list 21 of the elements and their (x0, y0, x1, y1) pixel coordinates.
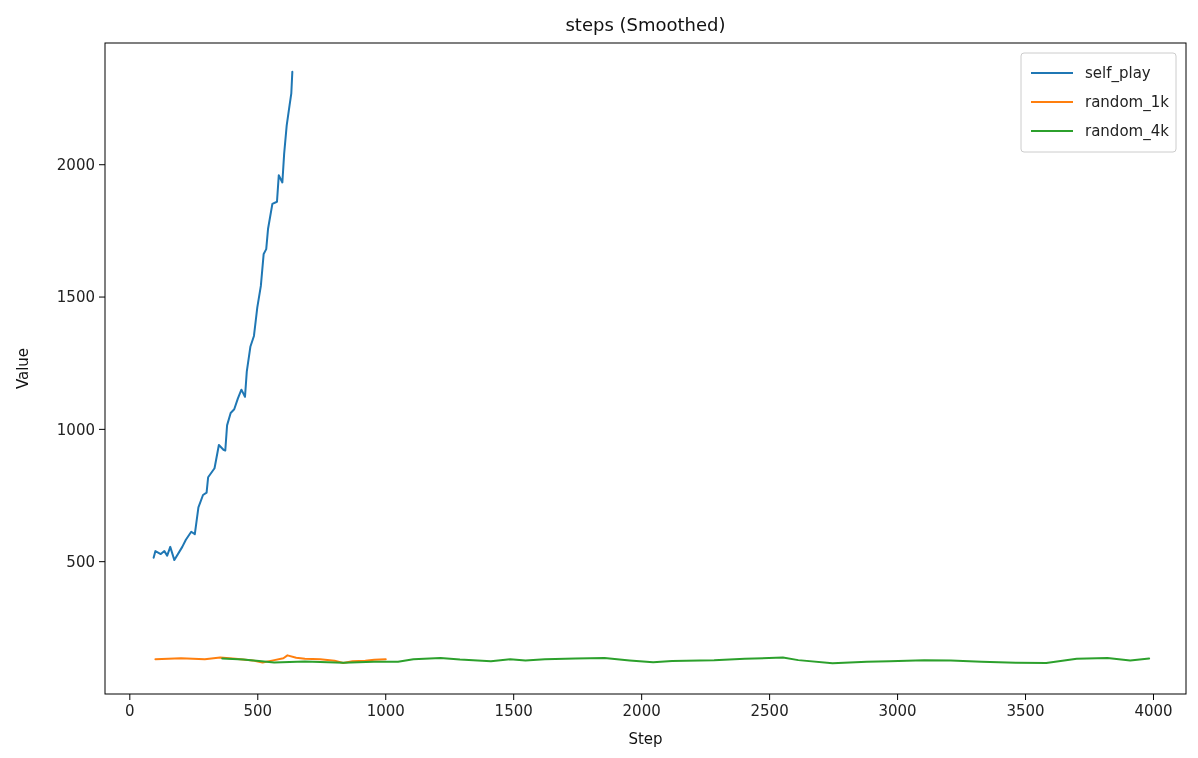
x-tick-label: 0 (125, 702, 135, 720)
x-tick-label: 3500 (1006, 702, 1045, 720)
legend-label: self_play (1085, 64, 1151, 84)
y-tick-label: 1500 (56, 288, 95, 307)
chart-title: steps (Smoothed) (565, 14, 726, 35)
x-tick-label: 4000 (1134, 702, 1173, 720)
legend-label: random_4k (1085, 122, 1170, 142)
x-tick-label: 500 (243, 702, 273, 720)
x-tick-label: 2500 (750, 702, 789, 720)
line-series (154, 654, 387, 665)
y-tick-label: 1000 (56, 420, 95, 439)
y-tick-label: 500 (66, 552, 95, 571)
y-tick-label: 2000 (56, 155, 95, 174)
legend-label: random_1k (1085, 93, 1170, 113)
y-axis-title: Value (14, 347, 32, 390)
line-series (152, 70, 294, 562)
x-axis-title: Step (628, 730, 663, 748)
x-tick-label: 1000 (366, 702, 405, 720)
x-tick-label: 1500 (494, 702, 533, 720)
x-tick-label: 3000 (878, 702, 917, 720)
x-tick-label: 2000 (622, 702, 661, 720)
